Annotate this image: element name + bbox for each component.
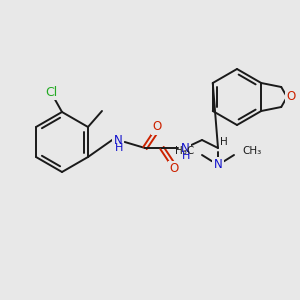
Text: CH₃: CH₃ [242,146,261,156]
Text: N: N [114,134,122,146]
Text: Cl: Cl [45,85,57,98]
Text: H: H [182,151,190,161]
Text: O: O [286,91,296,103]
Text: O: O [169,163,178,176]
Text: H: H [220,137,228,147]
Text: N: N [181,142,189,154]
Text: H₃C: H₃C [175,146,194,156]
Text: O: O [152,121,162,134]
Text: H: H [115,143,123,153]
Text: N: N [214,158,222,172]
